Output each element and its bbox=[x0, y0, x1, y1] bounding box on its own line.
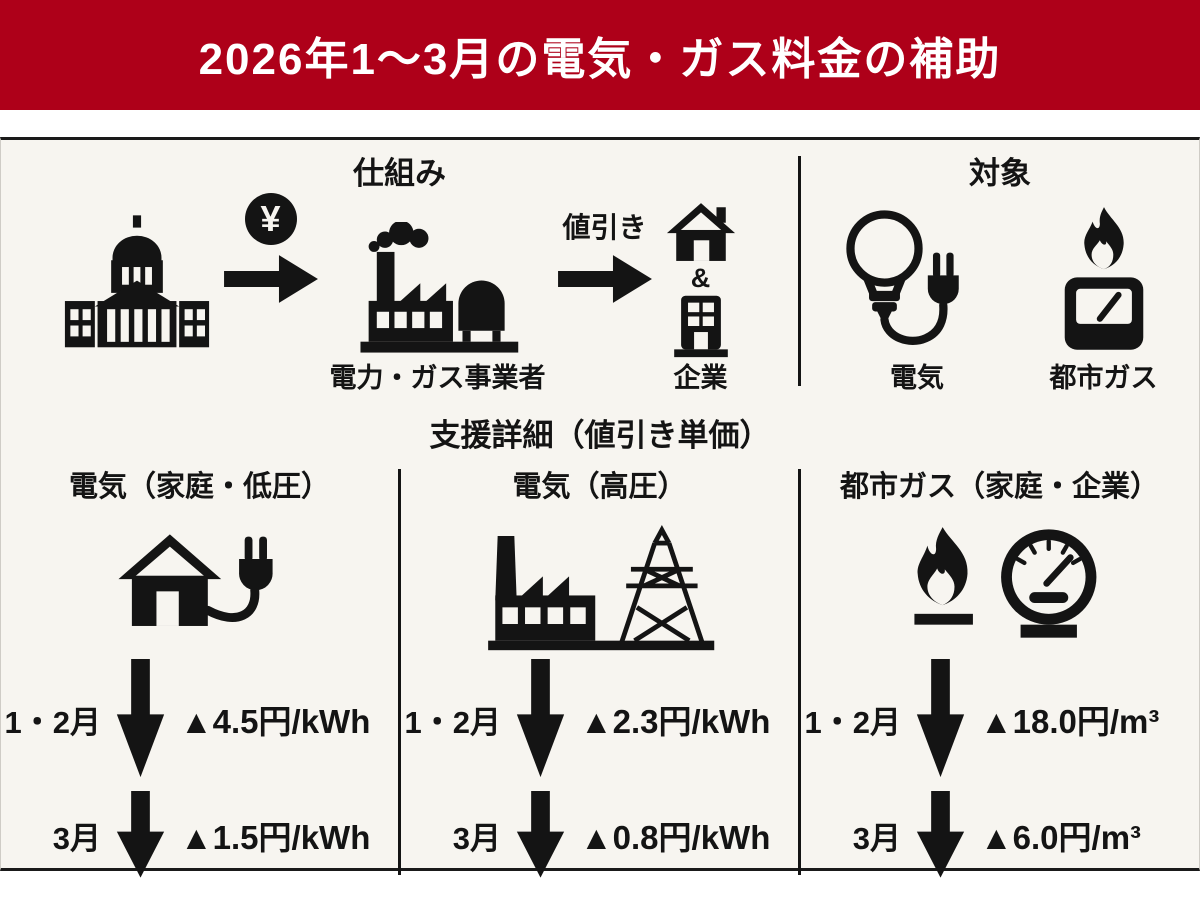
corporate-label: 企業 bbox=[673, 363, 728, 394]
lightbulb-plug-icon bbox=[845, 210, 959, 346]
funding-arrow-block: ¥ bbox=[216, 193, 326, 310]
value-label: ▲6.0円/m³ bbox=[980, 819, 1142, 856]
target-title: 対象 bbox=[969, 156, 1031, 191]
subsidy-row: 1・2月 ▲4.5円/kWh bbox=[1, 655, 398, 783]
column-icon-wrap bbox=[105, 507, 295, 655]
down-arrow-icon bbox=[916, 659, 965, 778]
details-section: 支援詳細（値引き単価） 電気（家庭・低圧） 1・2月 bbox=[1, 402, 1199, 885]
column-icon-wrap bbox=[886, 507, 1114, 655]
value-label: ▲4.5円/kWh bbox=[180, 703, 371, 740]
column-icon-wrap bbox=[481, 507, 719, 655]
details-title: 支援詳細（値引き単価） bbox=[429, 418, 771, 453]
discount-label: 値引き bbox=[562, 212, 647, 243]
period-label: 3月 bbox=[452, 820, 501, 856]
subsidy-row: 3月 ▲1.5円/kWh bbox=[1, 785, 398, 885]
column-city-gas: 都市ガス（家庭・企業） bbox=[801, 457, 1198, 885]
details-columns: 電気（家庭・低圧） 1・2月 bbox=[1, 457, 1199, 885]
subsidy-row: 3月 ▲6.0円/m³ bbox=[801, 785, 1198, 885]
right-arrow-icon bbox=[223, 255, 318, 303]
recipients-stack: & bbox=[664, 199, 738, 358]
yen-coin-icon: ¥ bbox=[244, 193, 297, 245]
scheme-title: 仕組み bbox=[353, 156, 446, 191]
subsidy-row: 3月 ▲0.8円/kWh bbox=[401, 785, 798, 885]
down-arrow-icon bbox=[116, 659, 165, 778]
target-item-label: 都市ガス bbox=[1049, 363, 1158, 394]
top-section-divider bbox=[798, 156, 801, 386]
house-icon bbox=[666, 203, 735, 262]
diet-building-icon bbox=[64, 215, 209, 348]
value-label: ▲1.5円/kWh bbox=[180, 819, 371, 856]
target-item-label: 電気 bbox=[890, 363, 944, 394]
banner: 2026年1〜3月の電気・ガス料金の補助 bbox=[0, 0, 1200, 110]
subsidy-row: 1・2月 ▲2.3円/kWh bbox=[401, 655, 798, 783]
value-label: ▲18.0円/m³ bbox=[980, 703, 1160, 740]
target-item-city-gas: 都市ガス bbox=[1042, 203, 1166, 394]
target-item-electricity: 電気 bbox=[835, 203, 1000, 394]
column-header: 電気（高圧） bbox=[512, 471, 687, 503]
scheme-section: 仕組み bbox=[1, 140, 798, 402]
discount-arrow-block: 値引き bbox=[550, 206, 660, 310]
column-electricity-high: 電気（高圧） bbox=[401, 457, 798, 885]
flame-gas-meter-icon bbox=[1064, 207, 1143, 351]
house-plug-icon bbox=[117, 534, 273, 626]
subsidy-row: 1・2月 ▲18.0円/m³ bbox=[801, 655, 1198, 783]
column-header: 都市ガス（家庭・企業） bbox=[839, 471, 1159, 503]
provider-label: 電力・ガス事業者 bbox=[329, 363, 546, 394]
period-label: 1・2月 bbox=[4, 704, 101, 740]
flame-gauge-icon bbox=[913, 527, 1096, 638]
right-arrow-icon bbox=[557, 255, 652, 303]
recipients-group: & 企業 bbox=[664, 199, 738, 394]
target-items: 電気 都市ガス bbox=[801, 193, 1199, 402]
value-label: ▲2.3円/kWh bbox=[580, 703, 771, 740]
period-label: 3月 bbox=[852, 820, 901, 856]
down-arrow-icon bbox=[116, 791, 165, 878]
government-group bbox=[62, 214, 212, 350]
infographic-panel: 仕組み bbox=[0, 137, 1200, 878]
down-arrow-icon bbox=[916, 791, 965, 878]
period-label: 3月 bbox=[52, 820, 101, 856]
column-divider bbox=[798, 469, 801, 875]
period-label: 1・2月 bbox=[804, 704, 901, 740]
page-title: 2026年1〜3月の電気・ガス料金の補助 bbox=[198, 35, 1002, 84]
ampersand: & bbox=[690, 263, 711, 294]
down-arrow-icon bbox=[516, 659, 565, 778]
column-header: 電気（家庭・低圧） bbox=[68, 471, 330, 503]
column-divider bbox=[398, 469, 401, 875]
office-building-icon bbox=[673, 296, 728, 358]
target-section: 対象 電気 bbox=[801, 140, 1199, 402]
provider-group: 電力・ガス事業者 bbox=[330, 222, 546, 394]
column-electricity-low: 電気（家庭・低圧） 1・2月 bbox=[1, 457, 398, 885]
factory-transmission-tower-icon bbox=[487, 525, 714, 651]
scheme-flow: ¥ bbox=[1, 193, 798, 402]
down-arrow-icon bbox=[516, 791, 565, 878]
factory-icon bbox=[359, 222, 518, 353]
value-label: ▲0.8円/kWh bbox=[580, 819, 771, 856]
period-label: 1・2月 bbox=[404, 704, 501, 740]
top-section: 仕組み bbox=[1, 140, 1199, 402]
